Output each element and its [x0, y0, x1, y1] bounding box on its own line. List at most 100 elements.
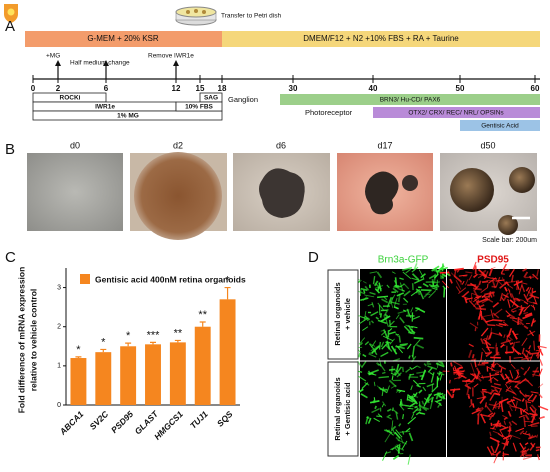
- stain-fiber: [483, 390, 488, 394]
- stain-fiber: [406, 394, 409, 401]
- stain-fiber: [478, 358, 482, 366]
- stain-fiber: [406, 308, 412, 318]
- stain-fiber: [398, 335, 401, 343]
- stain-fiber: [451, 393, 455, 398]
- stain-fiber: [407, 416, 417, 425]
- stain-fiber: [367, 372, 377, 376]
- stain-fiber: [521, 337, 528, 346]
- stain-fiber: [431, 287, 438, 291]
- stain-fiber: [527, 366, 531, 372]
- stain-fiber: [465, 380, 475, 386]
- stain-fiber: [510, 293, 516, 303]
- stain-fiber: [473, 289, 480, 300]
- stain-fiber: [498, 423, 507, 429]
- stain-fiber: [489, 266, 496, 271]
- stain-fiber: [530, 425, 538, 428]
- stain-fiber: [375, 316, 379, 320]
- stain-fiber: [481, 280, 489, 284]
- stain-fiber: [473, 383, 479, 388]
- stain-fiber: [378, 282, 382, 292]
- stain-fiber: [388, 379, 397, 388]
- stain-fiber: [438, 371, 442, 376]
- stain-fiber: [369, 271, 378, 274]
- fluorescence-images: [353, 261, 549, 465]
- stain-fiber: [408, 373, 412, 380]
- stain-fiber: [394, 447, 399, 452]
- stain-fiber: [498, 322, 507, 327]
- stain-fiber: [529, 275, 532, 280]
- stain-fiber: [426, 393, 433, 401]
- stain-fiber: [412, 315, 420, 320]
- stain-fiber: [507, 327, 513, 337]
- stain-fiber: [490, 331, 501, 336]
- error-bar: [224, 286, 231, 300]
- stain-fiber: [407, 394, 414, 399]
- stain-fiber: [466, 386, 470, 396]
- stain-fiber: [522, 313, 533, 320]
- stain-fiber: [521, 284, 526, 293]
- stain-fiber: [506, 440, 510, 446]
- stain-fiber: [519, 390, 526, 398]
- image-label: d2: [173, 140, 183, 150]
- stain-fiber: [509, 316, 518, 320]
- stain-fiber: [480, 269, 487, 276]
- stain-fiber: [537, 383, 544, 389]
- stain-fiber: [481, 273, 487, 279]
- stain-fiber: [507, 298, 511, 309]
- stain-fiber: [426, 361, 431, 363]
- stain-fiber: [470, 358, 477, 362]
- stain-fiber: [501, 442, 509, 446]
- stain-fiber: [538, 415, 545, 420]
- stain-fiber: [394, 431, 401, 439]
- stain-fiber: [499, 426, 509, 431]
- stain-fiber: [475, 407, 480, 412]
- stain-fiber: [420, 273, 426, 279]
- scale-bar-label: Scale bar: 200um: [482, 237, 537, 244]
- significance-label: **: [198, 309, 207, 321]
- stain-fiber: [392, 425, 397, 430]
- stain-fiber: [379, 313, 383, 318]
- stain-fiber: [382, 451, 388, 461]
- stain-fiber: [411, 413, 415, 419]
- transfer-label: Transfer to Petri dish: [221, 13, 281, 20]
- stain-fiber: [370, 344, 381, 352]
- stain-fiber: [416, 344, 425, 349]
- stain-fiber: [403, 282, 410, 290]
- stain-fiber: [358, 290, 366, 295]
- stain-fiber: [504, 286, 508, 292]
- stain-fiber: [520, 305, 523, 314]
- stain-fiber: [465, 271, 473, 274]
- stain-fiber: [489, 427, 497, 430]
- stain-fiber: [368, 343, 377, 353]
- stain-fiber: [435, 399, 443, 403]
- stain-fiber: [410, 329, 416, 334]
- day-label: 18: [218, 84, 227, 93]
- stain-fiber: [431, 385, 439, 393]
- day-label: 30: [289, 84, 298, 93]
- stain-fiber: [360, 287, 368, 291]
- stain-fiber: [496, 353, 500, 356]
- stain-fiber: [436, 377, 440, 382]
- stain-fiber: [449, 379, 451, 384]
- stain-fiber: [484, 339, 490, 351]
- stain-fiber: [521, 446, 526, 453]
- stain-fiber: [396, 372, 402, 378]
- stain-fiber: [369, 291, 376, 295]
- stain-fiber: [527, 435, 537, 440]
- stain-fiber: [488, 267, 494, 277]
- stain-fiber: [514, 375, 521, 381]
- stain-fiber: [514, 350, 522, 355]
- stain-fiber: [518, 378, 526, 385]
- stain-fiber: [438, 395, 445, 399]
- stain-fiber: [491, 412, 496, 418]
- stain-fiber: [531, 413, 537, 418]
- stain-fiber: [476, 299, 480, 306]
- x-tick-label: SV2C: [88, 408, 111, 431]
- stain-fiber: [421, 400, 425, 405]
- stain-fiber: [495, 276, 501, 287]
- panel-label: A: [5, 18, 15, 35]
- stain-fiber: [407, 454, 411, 465]
- y-tick-label: 3: [57, 284, 61, 291]
- stain-fiber: [402, 271, 412, 279]
- stain-fiber: [385, 318, 389, 327]
